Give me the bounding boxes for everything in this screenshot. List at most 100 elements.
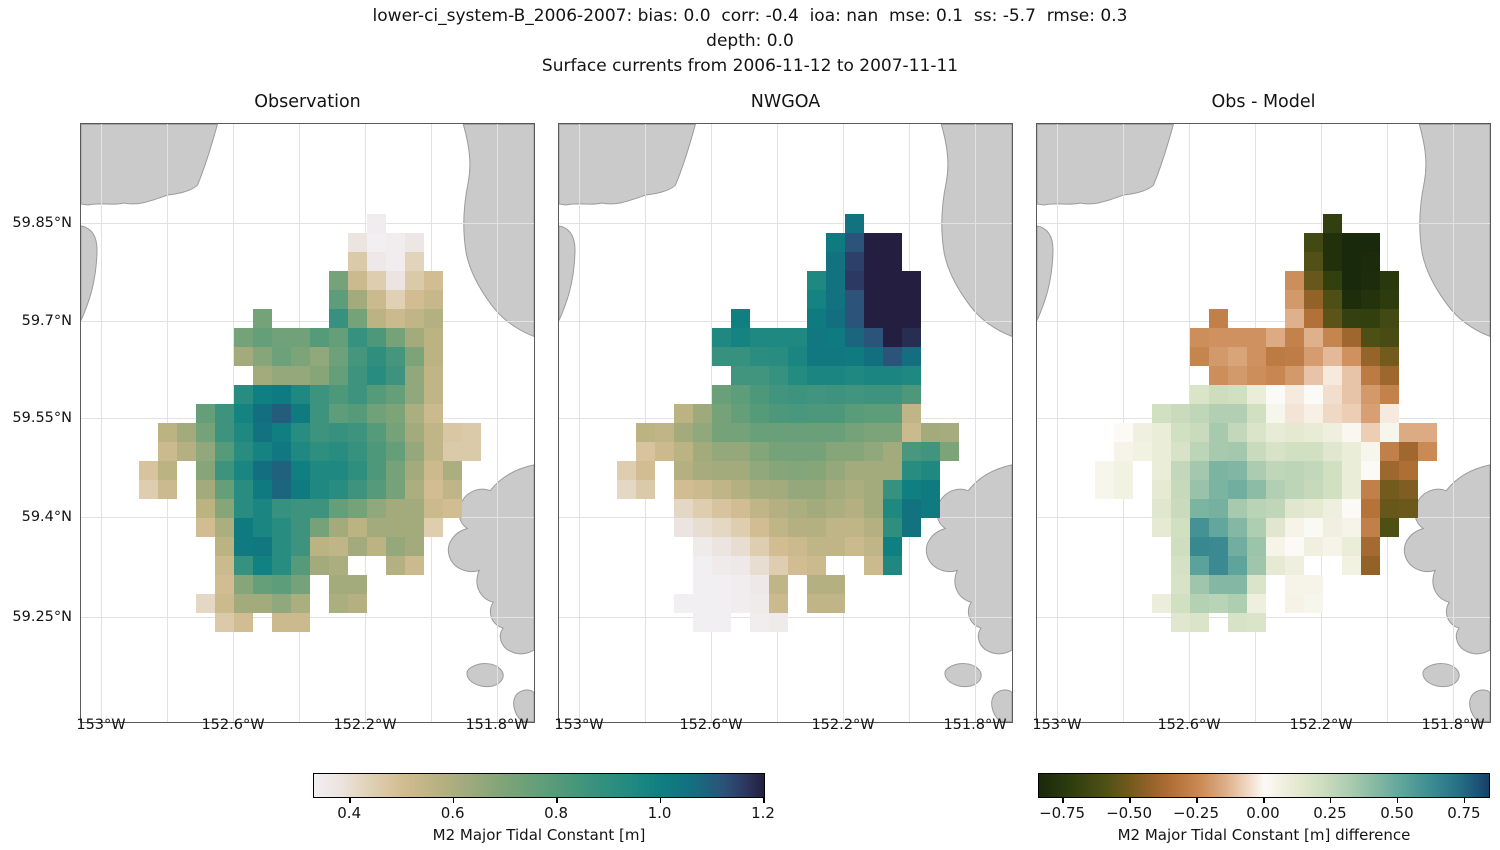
heatmap-cell (712, 575, 731, 594)
heatmap-cell (826, 442, 845, 461)
heatmap-cell (348, 461, 367, 480)
colorbar-tick-mark (763, 798, 765, 803)
heatmap-cell (921, 461, 940, 480)
heatmap-cell (196, 480, 215, 499)
heatmap-cell (864, 347, 883, 366)
heatmap-cell (1247, 575, 1266, 594)
heatmap-cell (693, 556, 712, 575)
heatmap-cell (807, 556, 826, 575)
heatmap-cell (1171, 480, 1190, 499)
land-polygons (1037, 124, 1490, 722)
heatmap-cell (1323, 328, 1342, 347)
heatmap-cell (196, 404, 215, 423)
heatmap-cell (712, 537, 731, 556)
heatmap-cell (348, 347, 367, 366)
heatmap-cell (234, 461, 253, 480)
heatmap-cell (902, 309, 921, 328)
heatmap-cell (1266, 461, 1285, 480)
heatmap-cell (1152, 404, 1171, 423)
heatmap-cell (788, 480, 807, 499)
heatmap-cell (386, 442, 405, 461)
heatmap-cell (1247, 347, 1266, 366)
latitude-gridline (81, 321, 534, 322)
heatmap-cell (1361, 309, 1380, 328)
heatmap-cell (272, 385, 291, 404)
heatmap-cell (655, 423, 674, 442)
heatmap-cell (1399, 499, 1418, 518)
heatmap-cell (215, 575, 234, 594)
colorbar-difference (1038, 773, 1490, 798)
land-polygon (559, 225, 576, 321)
heatmap-cell (253, 385, 272, 404)
heatmap-cell (1285, 423, 1304, 442)
heatmap-cell (1285, 385, 1304, 404)
heatmap-cell (1380, 309, 1399, 328)
heatmap-cell (807, 347, 826, 366)
heatmap-cell (253, 499, 272, 518)
heatmap-cell (1304, 442, 1323, 461)
heatmap-cell (1285, 480, 1304, 499)
heatmap-cell (845, 423, 864, 442)
heatmap-cell (234, 594, 253, 613)
panel-title-nwgoa: NWGOA (750, 92, 821, 112)
heatmap-cell (940, 423, 959, 442)
heatmap-cell (864, 461, 883, 480)
heatmap-cell (367, 252, 386, 271)
heatmap-cell (864, 404, 883, 423)
heatmap-cell (864, 537, 883, 556)
heatmap-cell (367, 347, 386, 366)
colorbar-tick-label: −0.25 (1173, 804, 1220, 822)
heatmap-cell (1342, 556, 1361, 575)
heatmap-cell (405, 252, 424, 271)
heatmap-cell (1247, 328, 1266, 347)
heatmap-cell (196, 518, 215, 537)
heatmap-cell (1285, 271, 1304, 290)
heatmap-cell (1228, 328, 1247, 347)
heatmap-cell (731, 442, 750, 461)
heatmap-cell (864, 328, 883, 347)
heatmap-cell (807, 594, 826, 613)
heatmap-cell (883, 309, 902, 328)
heatmap-cell (731, 423, 750, 442)
heatmap-cell (1342, 233, 1361, 252)
colorbar-tick-label: 0.8 (544, 804, 569, 822)
heatmap-cell (1323, 309, 1342, 328)
heatmap-cell (329, 328, 348, 347)
heatmap-cell (693, 404, 712, 423)
heatmap-cell (1247, 613, 1266, 632)
heatmap-cell (1304, 328, 1323, 347)
heatmap-cell (1228, 404, 1247, 423)
heatmap-cell (864, 442, 883, 461)
heatmap-cell (253, 347, 272, 366)
heatmap-cell (1304, 499, 1323, 518)
heatmap-cell (310, 556, 329, 575)
heatmap-cell (864, 385, 883, 404)
heatmap-cell (272, 461, 291, 480)
heatmap-cell (655, 442, 674, 461)
heatmap-cell (1190, 613, 1209, 632)
heatmap-cell (272, 499, 291, 518)
heatmap-cell (234, 499, 253, 518)
heatmap-cell (864, 366, 883, 385)
heatmap-cell (405, 556, 424, 575)
heatmap-cell (1285, 347, 1304, 366)
heatmap-cell (1285, 366, 1304, 385)
heatmap-cell (1114, 480, 1133, 499)
heatmap-cell (272, 423, 291, 442)
heatmap-cell (788, 499, 807, 518)
heatmap-cell (215, 404, 234, 423)
lon-tick-label: 151.8°W (465, 717, 529, 733)
heatmap-cell (1171, 594, 1190, 613)
heatmap-cell (158, 461, 177, 480)
colorbar-tick-label: 0.25 (1313, 804, 1347, 822)
heatmap-cell (693, 480, 712, 499)
heatmap-cell (826, 404, 845, 423)
heatmap-cell (253, 480, 272, 499)
heatmap-cell (845, 252, 864, 271)
heatmap-cell (234, 613, 253, 632)
heatmap-cell (731, 461, 750, 480)
heatmap-cell (253, 309, 272, 328)
heatmap-cell (864, 271, 883, 290)
heatmap-cell (253, 575, 272, 594)
heatmap-cell (367, 499, 386, 518)
